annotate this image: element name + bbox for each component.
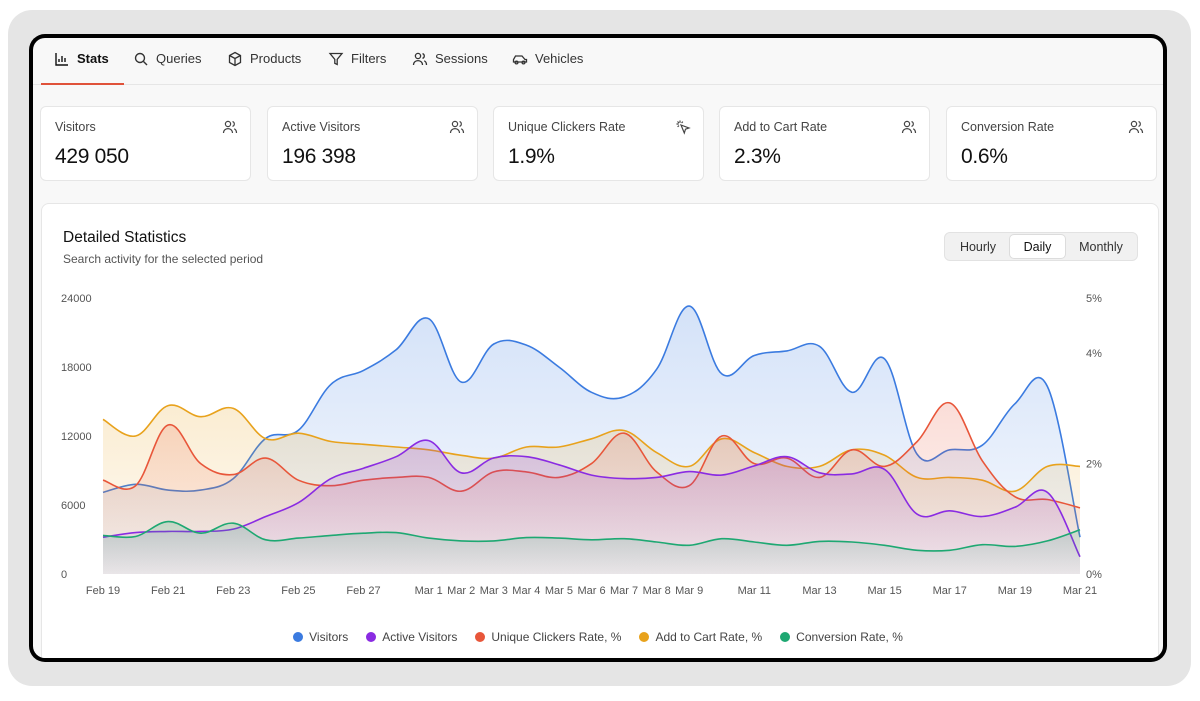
x-tick-label: Mar 6 [577,585,605,597]
legend-dot [293,632,304,642]
y-left-tick-label: 0 [61,569,67,581]
tab-label: Products [250,51,302,66]
period-hourly-button[interactable]: Hourly [959,239,997,254]
x-tick-label: Feb 21 [151,585,185,597]
tab-queries[interactable]: Queries [133,51,202,85]
visitors-card: Visitors 429 050 [40,106,251,181]
x-tick-label: Feb 23 [216,585,250,597]
period-selector: Hourly Daily Monthly [944,232,1138,261]
bar-chart-icon [55,53,68,66]
x-tick-label: Mar 15 [867,585,901,597]
x-tick-label: Mar 13 [802,585,836,597]
tab-label: Sessions [435,51,488,66]
users-icon [222,120,238,134]
card-value: 2.3% [734,145,781,168]
legend-item-visitors[interactable]: Visitors [293,629,348,645]
y-left-tick-label: 18000 [61,362,92,374]
card-value: 196 398 [282,145,356,168]
y-right-tick-label: 0% [1086,569,1102,581]
legend-label: Visitors [309,630,349,644]
app-window: Stats Queries Products Filters Sessions … [33,38,1163,658]
x-tick-label: Mar 8 [643,585,671,597]
x-tick-label: Mar 21 [1063,585,1097,597]
x-tick-label: Mar 1 [415,585,443,597]
legend-label: Unique Clickers Rate, % [491,630,622,644]
card-label: Add to Cart Rate [734,120,828,134]
click-icon [676,120,691,135]
active-visitors-line [102,439,1081,558]
legend-item-conversion[interactable]: Conversion Rate, % [780,629,903,645]
card-value: 429 050 [55,145,129,168]
tab-filters[interactable]: Filters [328,51,386,85]
car-icon [512,55,528,65]
legend-label: Add to Cart Rate, % [655,630,763,644]
y-left-tick-label: 12000 [61,431,92,443]
users-icon [412,52,428,66]
unique-clickers-line [102,402,1081,509]
legend-dot [366,632,377,642]
legend-label: Conversion Rate, % [796,630,903,644]
panel-title: Detailed Statistics [63,229,187,246]
card-label: Conversion Rate [961,120,1055,134]
statistics-chart: 0 6000 12000 18000 24000 0% 2% 4% 5% Feb 19 Feb 21… [61,293,1102,597]
x-tick-label: Mar 3 [480,585,508,597]
tab-label: Filters [351,51,387,66]
legend-item-active-visitors[interactable]: Active Visitors [366,629,457,645]
x-tick-label: Mar 2 [447,585,475,597]
legend-item-unique-clickers[interactable]: Unique Clickers Rate, % [475,629,621,645]
y-right-tick-label: 5% [1086,293,1102,305]
x-tick-label: Feb 19 [86,585,120,597]
period-monthly-button[interactable]: Monthly [1079,239,1123,254]
x-tick-label: Mar 17 [933,585,967,597]
legend-item-add-to-cart[interactable]: Add to Cart Rate, % [639,629,762,645]
x-tick-label: Mar 11 [738,585,771,597]
tab-label: Vehicles [535,51,584,66]
x-tick-label: Feb 25 [281,585,315,597]
card-label: Visitors [55,120,96,134]
users-icon [449,120,465,134]
x-tick-label: Feb 27 [346,585,380,597]
tab-sessions[interactable]: Sessions [412,51,488,85]
box-icon [228,51,242,67]
card-label: Unique Clickers Rate [508,120,626,134]
card-value: 0.6% [961,145,1008,168]
panel-subtitle: Search activity for the selected period [63,252,264,266]
tab-products[interactable]: Products [227,51,301,85]
period-daily-button[interactable]: Daily [1010,235,1065,258]
legend-label: Active Visitors [382,630,458,644]
tab-label: Stats [77,51,109,66]
unique-clickers-card: Unique Clickers Rate 1.9% [493,106,704,181]
legend-dot [780,632,791,642]
card-label: Active Visitors [282,120,361,134]
active-visitors-card: Active Visitors 196 398 [267,106,478,181]
tab-label: Queries [156,51,202,66]
y-right-tick-label: 2% [1086,459,1102,471]
x-tick-label: Mar 4 [512,585,540,597]
y-right-tick-label: 4% [1086,348,1102,360]
tab-bar: Stats Queries Products Filters Sessions … [33,38,1163,85]
tab-vehicles[interactable]: Vehicles [512,51,583,85]
legend-dot [475,632,486,642]
y-left-tick-label: 24000 [61,293,92,305]
users-icon [1128,120,1144,134]
search-icon [134,52,148,66]
x-tick-label: Mar 5 [545,585,573,597]
x-tick-label: Mar 9 [675,585,703,597]
conversion-rate-card: Conversion Rate 0.6% [946,106,1157,181]
tab-stats[interactable]: Stats [41,51,124,85]
y-left-tick-label: 6000 [61,500,85,512]
users-icon [901,120,917,134]
chart-legend: Visitors Active Visitors Unique Clickers… [33,629,1163,645]
legend-dot [639,632,650,642]
card-value: 1.9% [508,145,555,168]
add-to-cart-card: Add to Cart Rate 2.3% [719,106,930,181]
filter-icon [328,52,344,66]
x-tick-label: Mar 19 [998,585,1032,597]
conversion-line [102,520,1081,552]
x-tick-label: Mar 7 [610,585,638,597]
